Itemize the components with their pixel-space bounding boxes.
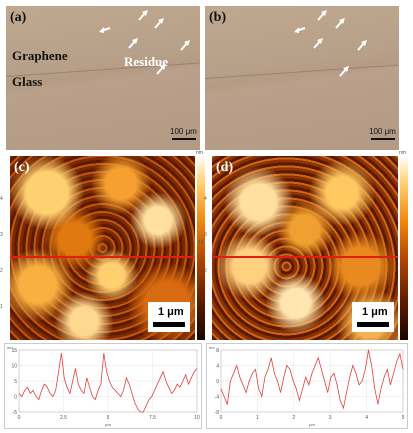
residue-arrow-6	[156, 64, 166, 75]
scale-text-a: 100 μm	[170, 127, 197, 136]
afm-c-ytick-2: 2	[0, 268, 3, 274]
height-profile-c: 15 10 5 0 -5 0 2.5 5 7.5 10 nm μm	[4, 343, 202, 429]
colorbar-d-unit: nm	[399, 150, 406, 156]
afm-d-ytick-4: 4	[204, 196, 207, 202]
scale-text-b: 100 μm	[369, 127, 396, 136]
profile-c-ytick: -5	[13, 410, 18, 416]
afm-c-ytick-1: 1	[0, 304, 3, 310]
residue-arrow-b6	[339, 66, 349, 77]
residue-label: Residue	[124, 54, 169, 69]
residue-arrow-4	[128, 38, 138, 49]
residue-arrow-b4	[313, 38, 323, 49]
scale-box-d	[352, 302, 394, 332]
panel-b-label: (b)	[209, 10, 227, 25]
profile-d-ylabel: nm	[209, 345, 215, 350]
panel-c-afm-image: (c) 1 μm	[10, 156, 195, 340]
profile-c-series-line	[18, 353, 198, 413]
residue-arrow-1	[99, 27, 111, 33]
profile-d-xtick: 1	[256, 415, 259, 421]
profile-c-xtick: 10	[194, 415, 200, 421]
profile-d-ytick: -4	[215, 395, 220, 401]
profile-c-ytick: 10	[11, 364, 17, 370]
panel-c-label: (c)	[14, 160, 30, 175]
scale-box-c	[148, 302, 190, 332]
afm-d-ytick-3: 3	[204, 232, 207, 238]
panel-a-optical-image: (a) Graphene Glass Residue 100 μm	[6, 6, 200, 150]
panel-a-label: (a)	[10, 10, 27, 25]
scale-bar-c	[153, 322, 185, 327]
colorbar-d	[400, 156, 408, 340]
profile-d-xtick: 3	[329, 415, 332, 421]
profile-c-xtick: 0	[18, 415, 21, 421]
profile-line-d	[212, 256, 398, 258]
residue-arrow-b1	[294, 27, 306, 33]
profile-d-xtick: 0	[220, 415, 223, 421]
colorbar-c-tick-top: 10	[198, 240, 204, 246]
residue-arrow-b3	[335, 18, 345, 29]
panel-d-afm-image: (d) 1 μm	[212, 156, 398, 340]
scale-bar-a	[172, 138, 196, 140]
scale-bar-b	[371, 138, 395, 140]
residue-arrow-b2	[317, 10, 327, 21]
profile-c-ytick: 0	[14, 395, 17, 401]
panel-d-label: (d)	[216, 160, 234, 175]
residue-arrow-5	[180, 40, 190, 51]
graphene-label: Graphene	[12, 48, 68, 63]
profile-c-xtick: 7.5	[149, 415, 156, 421]
panel-b-optical-image: (b) 100 μm	[205, 6, 399, 150]
profile-d-ytick: 8	[216, 348, 219, 354]
height-profile-d: 8 4 0 -4 -8 0 1 2 3 4 5 nm μm	[206, 343, 408, 429]
residue-arrow-2	[138, 10, 148, 21]
colorbar-c-unit: nm	[196, 150, 203, 156]
residue-arrow-3	[154, 18, 164, 29]
profile-c-ytick: 5	[14, 379, 17, 385]
profile-d-ytick: -8	[215, 410, 220, 416]
residue-arrow-b5	[357, 40, 367, 51]
profile-d-ytick: 0	[216, 379, 219, 385]
afm-c-ytick-3: 3	[0, 232, 3, 238]
glass-label: Glass	[12, 74, 43, 89]
profile-d-xtick: 5	[402, 415, 405, 421]
profile-c-ylabel: nm	[7, 345, 13, 350]
graphene-edge-b	[205, 64, 399, 79]
profile-line-c	[10, 256, 195, 258]
profile-c-ytick: 15	[11, 348, 17, 354]
colorbar-c	[197, 156, 205, 340]
profile-d-xtick: 2	[292, 415, 295, 421]
scale-text-c: 1 μm	[158, 306, 184, 318]
profile-d-xtick: 4	[365, 415, 368, 421]
profile-d-series-line	[220, 349, 404, 410]
profile-c-xtick: 2.5	[60, 415, 67, 421]
profile-d-ytick: 4	[216, 364, 219, 370]
afm-d-ytick-2: 2	[204, 268, 207, 274]
scale-text-d: 1 μm	[362, 306, 388, 318]
scale-bar-d	[357, 322, 389, 327]
afm-c-ytick-4: 4	[0, 196, 3, 202]
profile-c-xtick: 5	[107, 415, 110, 421]
profile-d-xlabel: μm	[309, 422, 315, 427]
profile-c-xlabel: μm	[105, 422, 111, 427]
